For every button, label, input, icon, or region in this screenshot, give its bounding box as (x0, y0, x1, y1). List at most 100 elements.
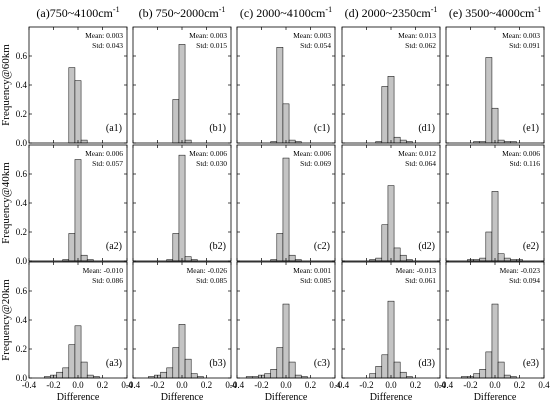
y-tick-label: 0.2 (16, 227, 27, 237)
histogram-bar (399, 371, 407, 379)
panel-label: (e3) (523, 358, 539, 369)
std-annotation: Std: 0.094 (509, 276, 540, 285)
histogram-bar (172, 233, 180, 262)
histogram-bar (166, 367, 174, 379)
x-tick-label: 0.0 (489, 380, 501, 390)
std-annotation: Std: 0.085 (300, 276, 331, 285)
histogram-bar (86, 374, 94, 379)
histogram-bar (184, 139, 192, 144)
y-tick-label: 0.2 (16, 109, 27, 119)
x-tick-label: -0.2 (359, 380, 373, 390)
histogram-bar (68, 344, 76, 379)
x-tick-label: -0.2 (463, 380, 477, 390)
mean-annotation: Mean: 0.003 (189, 31, 227, 40)
histogram-bar (399, 254, 407, 262)
histogram-bar (276, 233, 284, 262)
std-annotation: Std: 0.069 (300, 159, 331, 168)
column-title: (d) 2000~2350cm-1 (345, 5, 438, 20)
mean-annotation: Mean: 0.006 (293, 149, 331, 158)
x-tick-label: -0.2 (150, 380, 164, 390)
y-tick-label: 0.4 (16, 315, 28, 325)
x-tick-label: 0.4 (225, 380, 237, 390)
histogram-bar (381, 224, 389, 262)
mean-annotation: Mean: 0.013 (398, 31, 436, 40)
histogram-bar (160, 371, 167, 379)
histogram-bar (276, 47, 284, 144)
std-annotation: Std: 0.116 (509, 159, 540, 168)
mean-annotation: Mean: 0.003 (502, 31, 540, 40)
panel-label: (c1) (314, 123, 330, 134)
mean-annotation: Mean: 0.012 (398, 149, 436, 158)
std-annotation: Std: 0.064 (405, 159, 436, 168)
histogram-bar (68, 233, 76, 262)
y-tick-label: 0.0 (16, 256, 28, 266)
x-tick-label: 0.2 (305, 380, 316, 390)
panel-label: (c3) (314, 358, 330, 369)
panel-label: (c2) (314, 241, 330, 252)
histogram-bar (375, 366, 383, 379)
column-title: (c) 2000~4100cm-1 (240, 5, 332, 20)
histogram-bar (288, 361, 296, 379)
histogram-bar (503, 257, 511, 262)
x-tick-label: -0.4 (230, 380, 245, 390)
histogram-bar (497, 253, 505, 262)
x-tick-label: 0.4 (434, 380, 446, 390)
mean-annotation: Mean: 0.003 (85, 31, 123, 40)
histogram-bar (80, 254, 88, 262)
row-label: Frequency@40km (0, 162, 12, 244)
mean-annotation: Mean: -0.013 (396, 266, 437, 275)
panel-label: (b3) (209, 358, 226, 369)
mean-annotation: Mean: 0.001 (293, 266, 331, 275)
panel-label: (a3) (106, 358, 122, 369)
x-axis-label: Difference (57, 392, 100, 403)
x-tick-label: 0.4 (121, 380, 133, 390)
histogram-bar (74, 159, 82, 262)
histogram-bar (282, 303, 290, 379)
histogram-bar (74, 80, 82, 144)
panel-label: (b2) (209, 241, 226, 252)
histogram-bar (485, 57, 493, 144)
mean-annotation: Mean: -0.023 (500, 266, 541, 275)
x-tick-label: 0.2 (410, 380, 421, 390)
histogram-bar (485, 231, 493, 262)
histogram-bar (288, 139, 296, 144)
std-annotation: Std: 0.043 (92, 41, 123, 50)
histogram-bar (56, 371, 63, 379)
histogram-bar (178, 44, 186, 144)
histogram-bar (62, 367, 70, 379)
x-tick-label: -0.2 (254, 380, 268, 390)
histogram-bar (264, 373, 271, 379)
x-tick-label: 0.0 (280, 380, 292, 390)
x-axis-label: Difference (161, 392, 204, 403)
std-annotation: Std: 0.091 (509, 41, 540, 50)
histogram-bar (387, 185, 395, 262)
panel-label: (a2) (106, 241, 122, 252)
histogram-bar (381, 354, 389, 379)
y-tick-label: 0.6 (16, 286, 28, 296)
histogram-bar (491, 107, 499, 144)
panel-label: (e2) (523, 241, 539, 252)
histogram-bar (172, 347, 180, 379)
histogram-bar (80, 361, 88, 379)
histogram-bar (184, 358, 192, 379)
histogram-bar (178, 324, 186, 379)
std-annotation: Std: 0.015 (196, 41, 227, 50)
histogram-bar (375, 257, 383, 262)
row-label: Frequency@60km (0, 44, 12, 126)
histogram-bar (503, 374, 511, 379)
std-annotation: Std: 0.061 (405, 276, 436, 285)
x-tick-label: 0.4 (329, 380, 341, 390)
x-tick-label: 0.4 (538, 380, 550, 390)
histogram-bar (387, 300, 395, 379)
std-annotation: Std: 0.085 (196, 276, 227, 285)
panel-label: (b1) (209, 123, 226, 134)
